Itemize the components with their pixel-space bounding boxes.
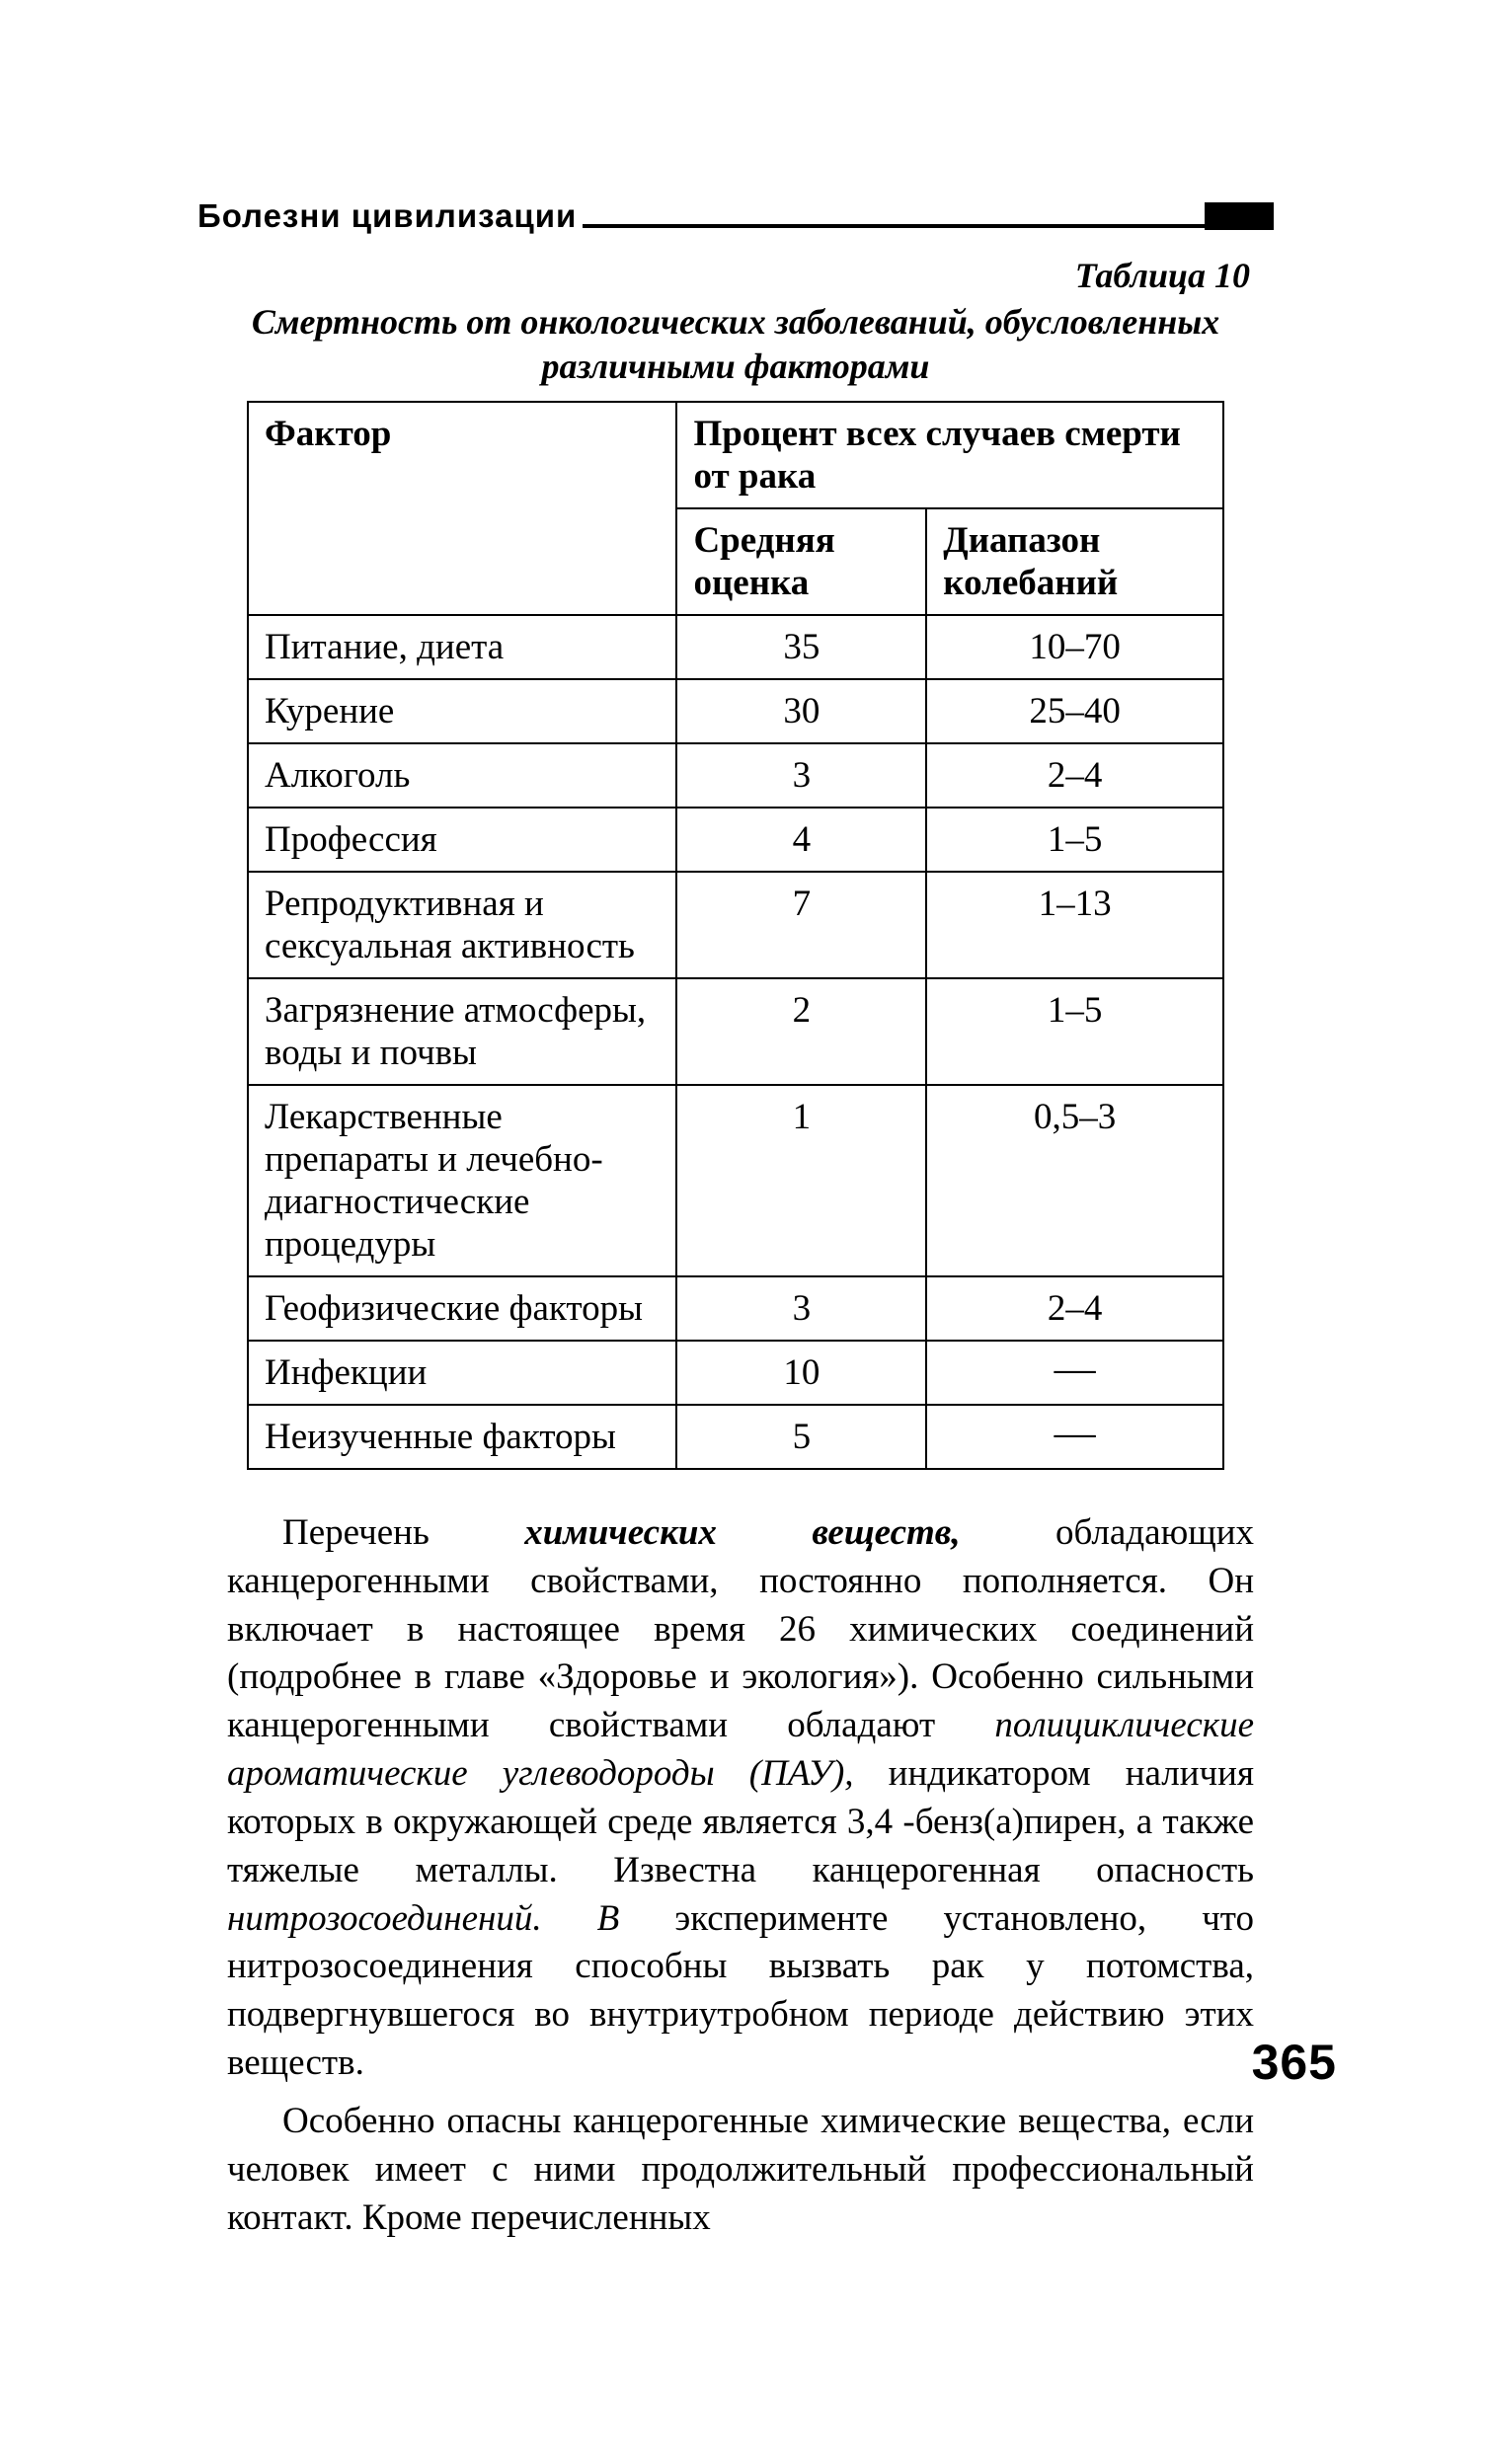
table-row: Профессия 4 1–5	[248, 808, 1223, 872]
cell-factor: Лекарственные препараты и лечебно-диагно…	[248, 1085, 676, 1276]
table-row: Алкоголь 3 2–4	[248, 743, 1223, 808]
cell-range: 10–70	[926, 615, 1223, 679]
table-row: Инфекции 10 —	[248, 1341, 1223, 1405]
table-row: Репродуктивная и сексуальная активность …	[248, 872, 1223, 978]
cell-range: 0,5–3	[926, 1085, 1223, 1276]
running-head-rule	[583, 224, 1205, 228]
cell-mean: 1	[676, 1085, 926, 1276]
cell-factor: Профессия	[248, 808, 676, 872]
emphasis-italic: нитрозосоединений. В	[227, 1898, 619, 1939]
cell-factor: Репродуктивная и сексуальная активность	[248, 872, 676, 978]
cell-range: 1–5	[926, 808, 1223, 872]
header-mean: Средняя оценка	[676, 508, 926, 615]
cell-range: 1–5	[926, 978, 1223, 1085]
cell-mean: 30	[676, 679, 926, 743]
paragraph-2: Особенно опасны канцерогенные химические…	[227, 2098, 1254, 2242]
header-range: Диапазон колебаний	[926, 508, 1223, 615]
table-row: Неизученные факторы 5 —	[248, 1405, 1223, 1469]
cell-factor: Геофизические факторы	[248, 1276, 676, 1341]
page-content: Болезни цивилизации Таблица 10 Смертност…	[197, 197, 1274, 2242]
table-number: Таблица 10	[197, 255, 1250, 296]
cell-mean: 35	[676, 615, 926, 679]
cell-mean: 3	[676, 1276, 926, 1341]
header-factor: Фактор	[248, 402, 676, 615]
header-percent-all: Процент всех случаев смерти от рака	[676, 402, 1223, 508]
table-row: Лекарственные препараты и лечебно-диагно…	[248, 1085, 1223, 1276]
page-number: 365	[1252, 2034, 1337, 2091]
running-head: Болезни цивилизации	[197, 197, 1274, 235]
cell-range: 2–4	[926, 743, 1223, 808]
table-caption: Смертность от онкологических заболеваний…	[227, 300, 1244, 389]
cell-mean: 10	[676, 1341, 926, 1405]
cell-mean: 7	[676, 872, 926, 978]
table-header-row-1: Фактор Процент всех случаев смерти от ра…	[248, 402, 1223, 508]
cell-factor: Загрязнение атмосферы, воды и почвы	[248, 978, 676, 1085]
cell-factor: Питание, диета	[248, 615, 676, 679]
mortality-table: Фактор Процент всех случаев смерти от ра…	[247, 401, 1224, 1470]
cell-range: 1–13	[926, 872, 1223, 978]
cell-mean: 3	[676, 743, 926, 808]
table-row: Геофизические факторы 3 2–4	[248, 1276, 1223, 1341]
running-head-text: Болезни цивилизации	[197, 197, 577, 235]
cell-range: 25–40	[926, 679, 1223, 743]
cell-factor: Алкоголь	[248, 743, 676, 808]
paragraph-1: Перечень химических веществ, обладающих …	[227, 1509, 1254, 2088]
emphasis-bold-italic: химических веществ,	[524, 1512, 960, 1553]
cell-mean: 5	[676, 1405, 926, 1469]
cell-range: 2–4	[926, 1276, 1223, 1341]
cell-factor: Инфекции	[248, 1341, 676, 1405]
cell-factor: Неизученные факторы	[248, 1405, 676, 1469]
table-row: Курение 30 25–40	[248, 679, 1223, 743]
cell-factor: Курение	[248, 679, 676, 743]
cell-mean: 2	[676, 978, 926, 1085]
cell-range: —	[926, 1341, 1223, 1405]
table-row: Загрязнение атмосферы, воды и почвы 2 1–…	[248, 978, 1223, 1085]
cell-range: —	[926, 1405, 1223, 1469]
running-head-marker	[1205, 202, 1274, 230]
cell-mean: 4	[676, 808, 926, 872]
table-row: Питание, диета 35 10–70	[248, 615, 1223, 679]
text: Перечень	[282, 1512, 524, 1553]
